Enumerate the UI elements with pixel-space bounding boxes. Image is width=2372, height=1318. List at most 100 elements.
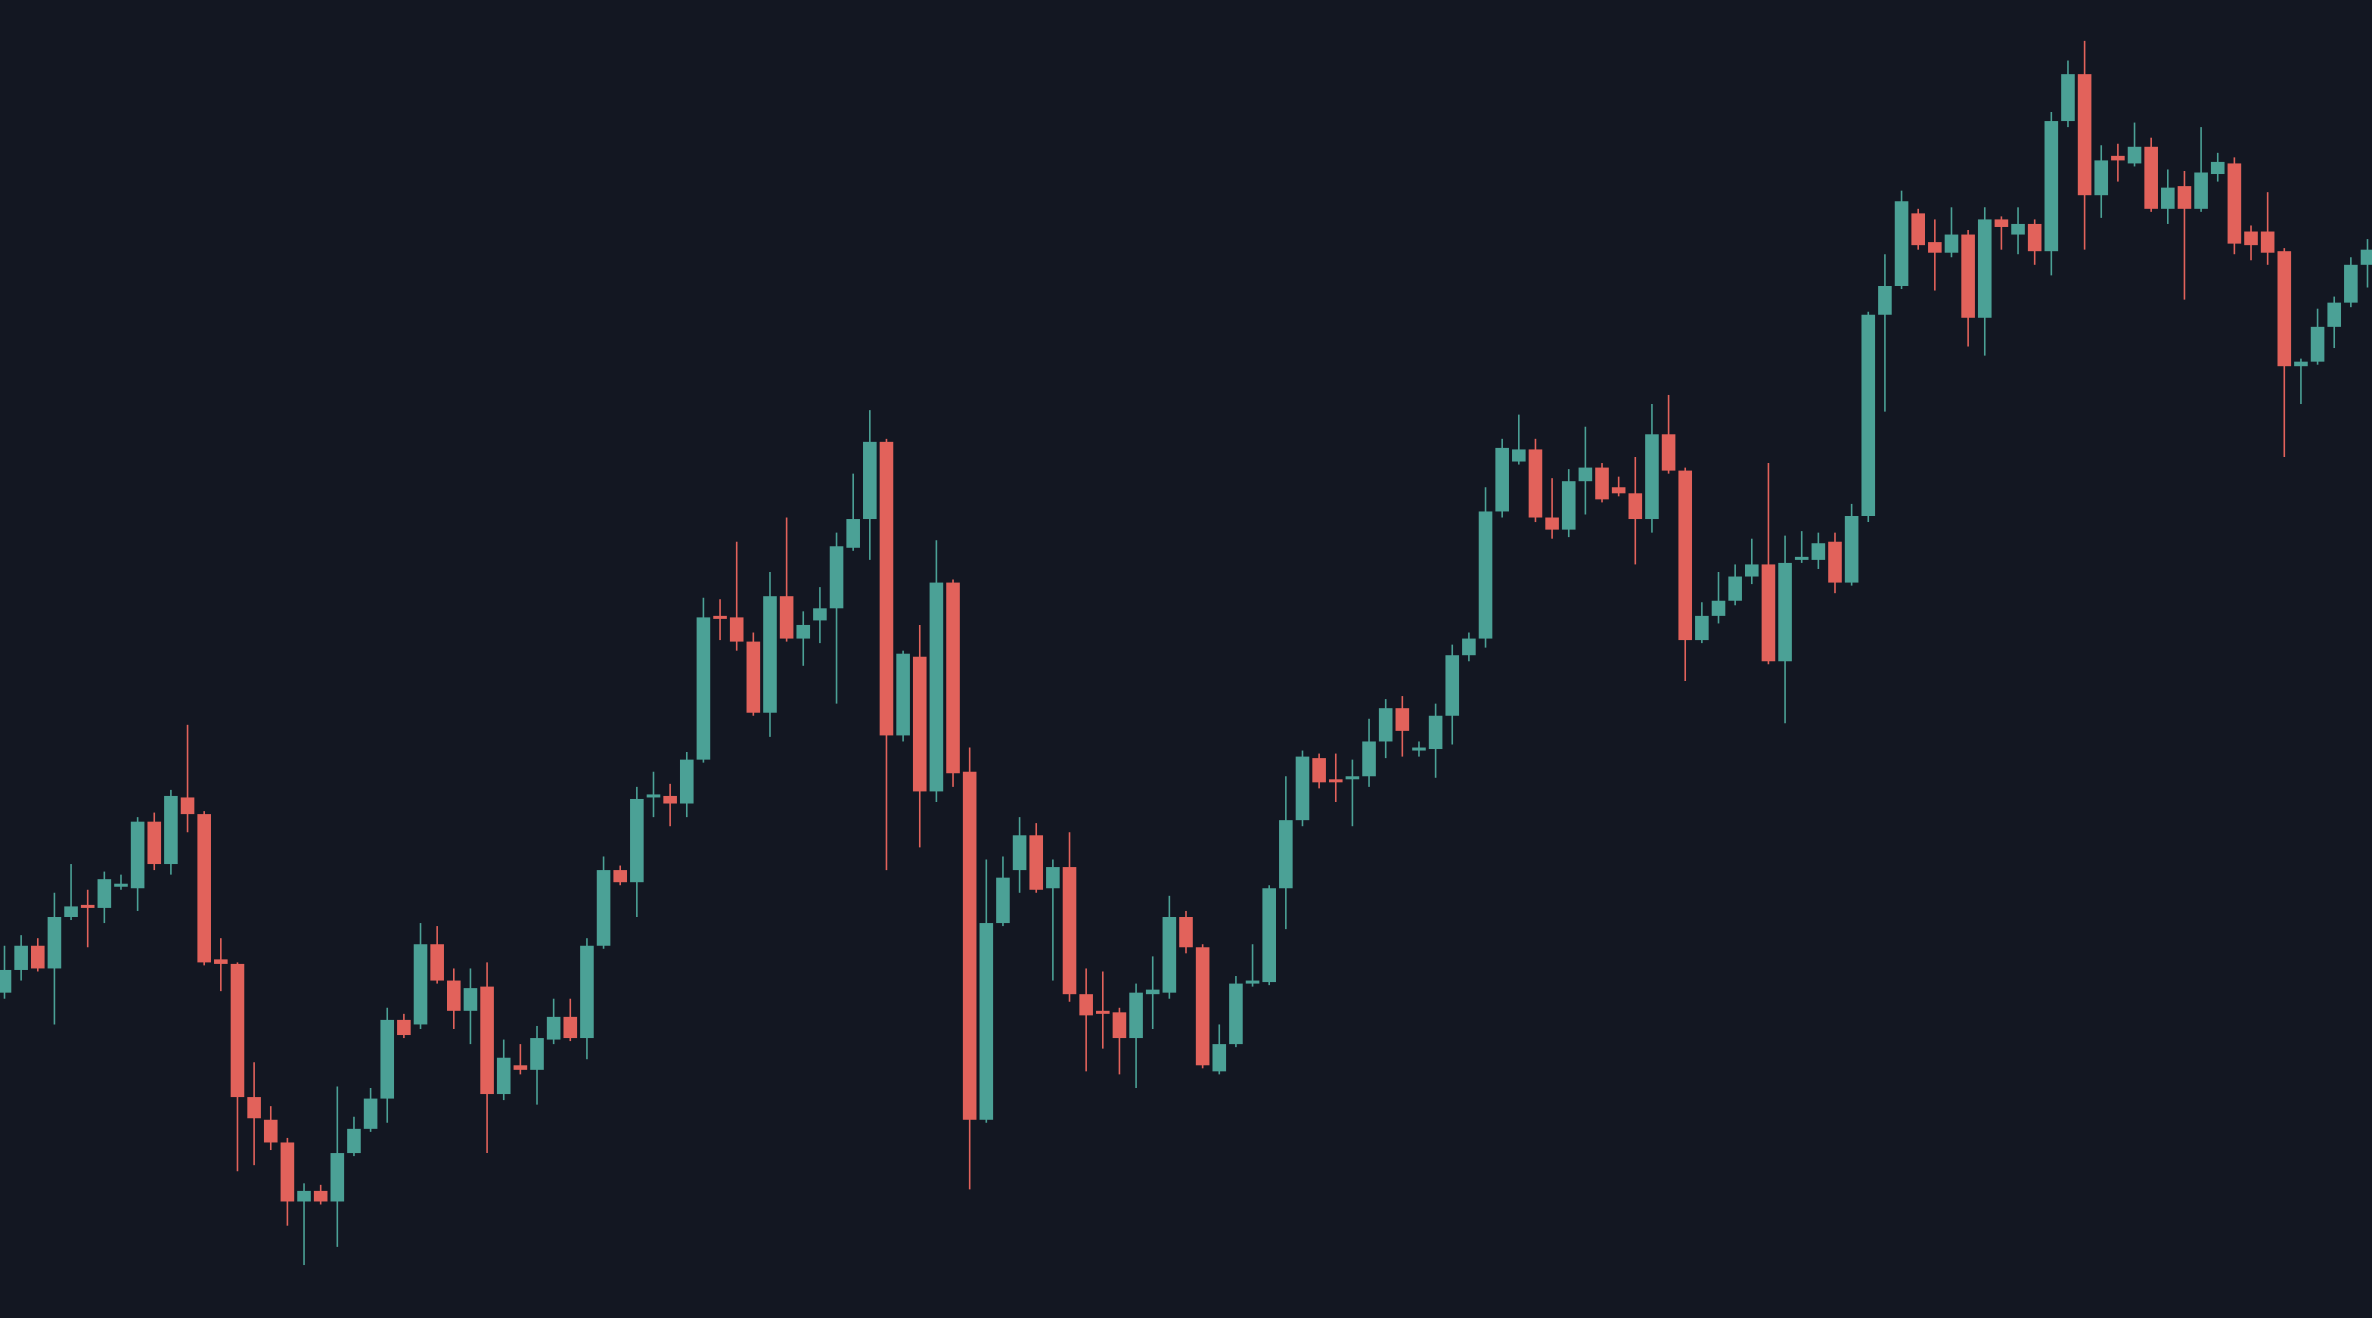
candle-body [1195,947,1210,1066]
candle-body [1728,576,1742,601]
candle-body [1512,449,1526,462]
candle-body [1112,1012,1127,1039]
candle-body [1878,285,1892,315]
candle-body [230,963,245,1098]
candle-body [164,795,178,865]
candle-body [130,821,145,889]
candle-body [1961,234,1975,318]
candle-body [2094,160,2109,196]
candle-body [563,1016,578,1039]
candle-body [1578,467,1593,482]
candle-body [1811,543,1826,560]
candle-body [1545,517,1559,530]
candle-body [1844,516,1859,583]
candle-body [846,519,860,548]
candle-body [2244,231,2258,246]
candle-body [363,1098,378,1129]
candle-body [1861,314,1876,517]
candle-body [280,1142,295,1202]
candle-body [1462,638,1476,656]
candle-body [0,969,12,993]
candle-body [1628,493,1643,520]
candle-body [1595,467,1609,500]
candle-body [30,945,45,969]
candle-body [630,798,644,883]
candle-body [1695,615,1709,641]
candle-body [2227,163,2242,244]
candle-body [47,917,62,969]
candle-body [596,870,611,946]
candle-body [1528,449,1543,518]
candle-body [1129,992,1143,1039]
candle-body [97,879,112,908]
candle-body [1445,655,1460,716]
candle-body [646,794,661,798]
candle-body [1062,867,1077,995]
candle-body [1295,756,1310,821]
candle-body [1744,564,1759,577]
candle-body [330,1153,345,1202]
candle-body [813,608,827,621]
candle-body [1012,835,1027,871]
candle-body [1711,600,1726,616]
candle-body [746,641,761,713]
candle-body [962,771,977,1120]
candle-body [214,959,228,964]
candle-body [2344,264,2358,303]
candle-body [1262,888,1277,983]
candle-body [1229,983,1243,1045]
candle-body [2144,146,2158,209]
candle-body [580,945,594,1039]
candle-body [1761,564,1776,662]
candle-body [513,1065,528,1070]
candle-body [263,1119,278,1143]
candle-body [546,1016,561,1040]
candle-body [447,980,461,1011]
candle-body [180,797,195,815]
candle-body [713,615,727,619]
candle-body [1079,994,1093,1016]
candle-body [247,1097,261,1119]
candle-body [796,624,811,639]
candle-body [1428,715,1443,750]
candle-body [1561,481,1576,530]
candle-body [2294,361,2308,367]
candle-body [696,617,711,760]
candle-body [430,944,444,981]
candle-body [2027,223,2042,252]
candle-body [1412,747,1426,751]
candle-body [496,1057,511,1095]
candle-body [1279,820,1293,889]
candle-body [1678,470,1693,641]
candle-body [1145,989,1160,995]
candle-body [1046,867,1060,889]
candle-body [297,1190,311,1202]
candle-body [729,617,744,642]
candle-body [463,988,478,1011]
candle-body [1245,980,1260,984]
candle-body [1179,917,1193,948]
candle-body [2011,223,2025,235]
candle-body [1212,1044,1227,1072]
candle-body [2061,74,2075,122]
candle-body [863,441,877,520]
candle-body [2360,249,2372,265]
candle-body [1362,741,1376,777]
candle-body [1911,213,1925,246]
candle-body [530,1038,544,1070]
candle-body [480,986,494,1095]
candle-body [1645,434,1659,520]
candle-body [2077,74,2092,196]
candle-body [946,582,960,774]
candle-body [663,795,677,804]
candle-body [64,906,78,918]
candle-body [996,877,1010,924]
candle-body [779,596,794,639]
candle-body [1778,562,1792,662]
candle-body [1944,234,1959,253]
candle-body [147,821,162,865]
candle-body [1312,758,1326,783]
candle-body [2210,161,2225,175]
